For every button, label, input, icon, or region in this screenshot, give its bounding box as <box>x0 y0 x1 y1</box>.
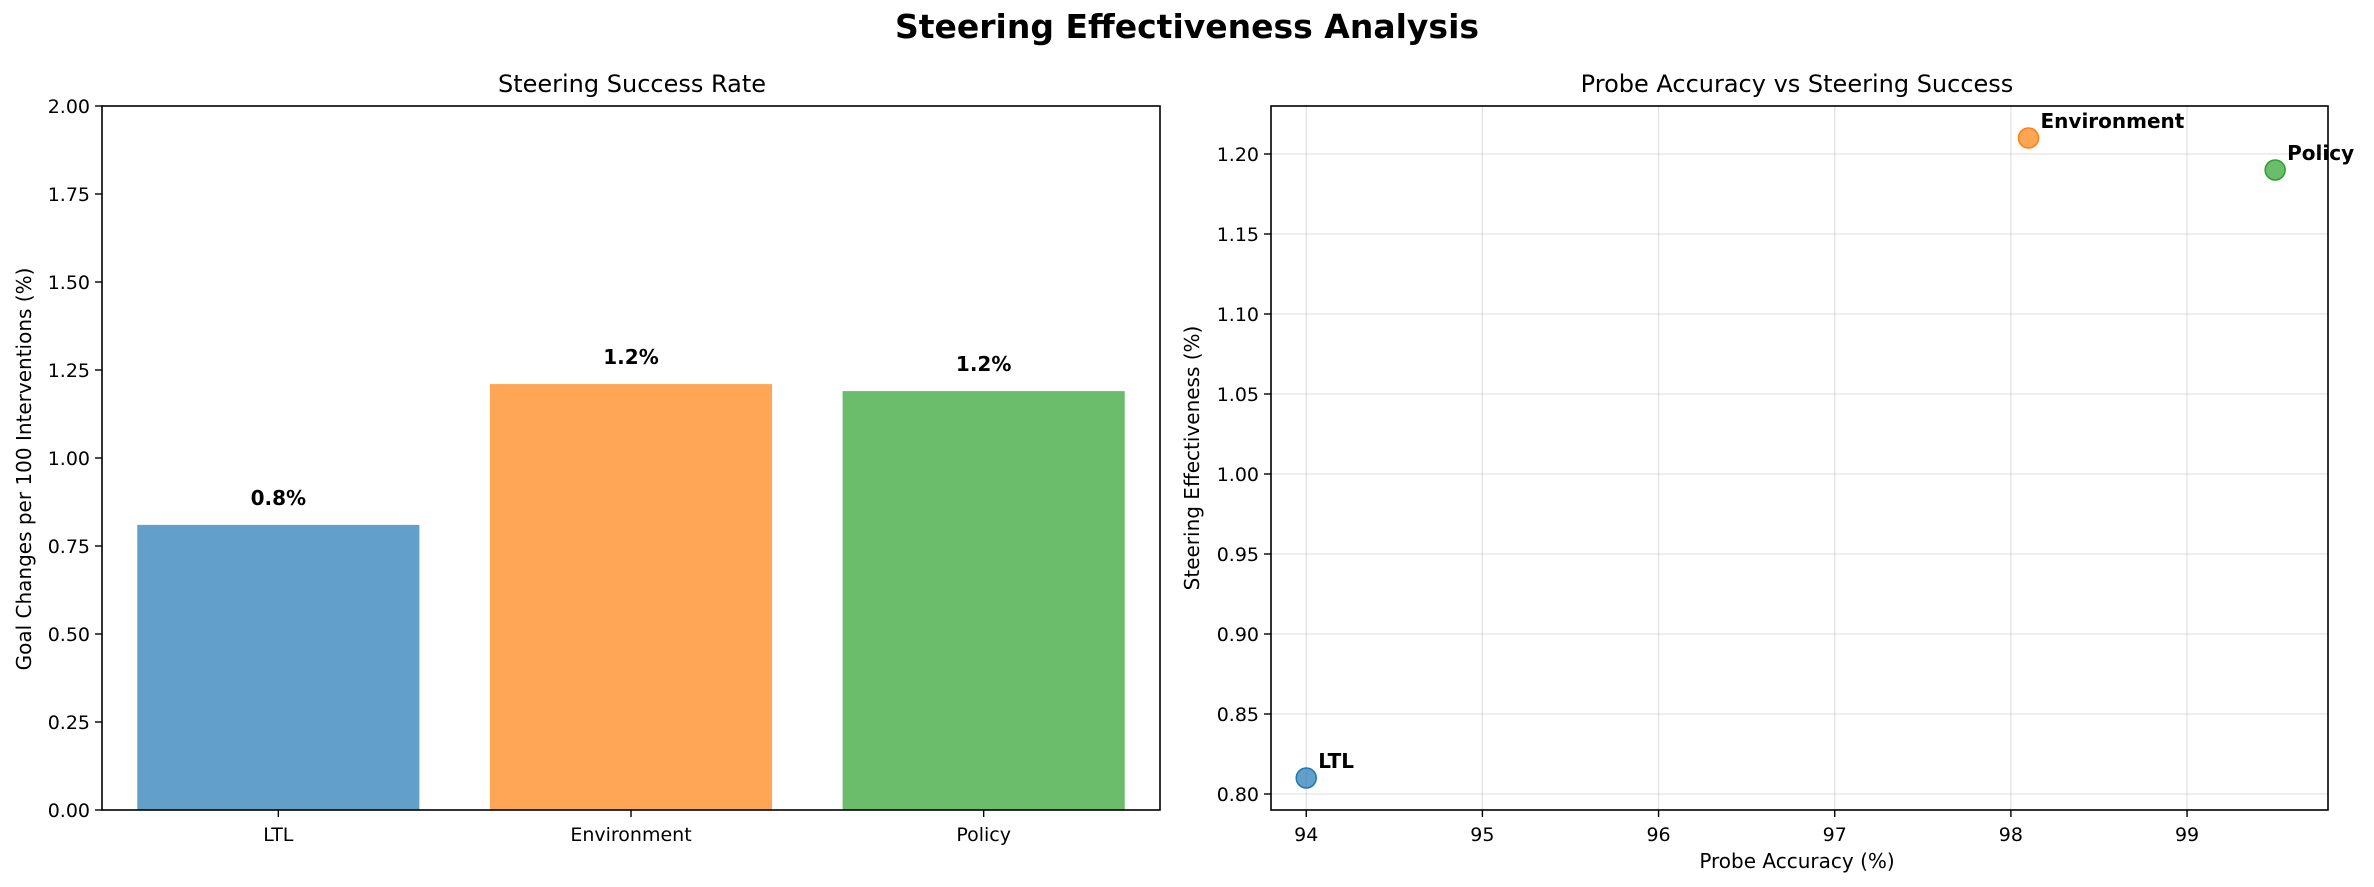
scatter-chart-xlabel: Probe Accuracy (%) <box>1699 849 1894 873</box>
scatter-ytick-label: 1.15 <box>1217 224 1259 246</box>
scatter-xtick-label: 97 <box>1823 824 1847 846</box>
scatter-ytick-label: 0.95 <box>1217 544 1259 566</box>
bar-chart: Steering Success Rate Goal Changes per 1… <box>12 70 1161 846</box>
figure-suptitle: Steering Effectiveness Analysis <box>895 7 1479 46</box>
scatter-xtick-label: 99 <box>2175 824 2199 846</box>
scatter-point-label: Policy <box>2287 141 2354 165</box>
scatter-point-label: Environment <box>2041 109 2185 133</box>
scatter-ytick-label: 0.80 <box>1217 784 1259 806</box>
scatter-chart-ylabel: Steering Effectiveness (%) <box>1180 326 1204 591</box>
scatter-xtick-label: 95 <box>1470 824 1494 846</box>
scatter-point-label: LTL <box>1318 749 1354 773</box>
bar-ytick-label: 1.50 <box>48 272 90 294</box>
scatter-ytick-label: 1.00 <box>1217 464 1259 486</box>
scatter-point <box>2017 127 2040 149</box>
bar <box>489 384 773 810</box>
scatter-chart-title: Probe Accuracy vs Steering Success <box>1581 70 2014 98</box>
scatter-ytick-label: 1.20 <box>1217 144 1259 166</box>
scatter-point <box>2264 159 2286 181</box>
bar-chart-frame <box>101 105 1161 811</box>
bar-ytick-label: 0.50 <box>48 624 90 646</box>
scatter-xtick-label: 94 <box>1294 824 1318 846</box>
scatter-chart-frame <box>1270 105 2329 811</box>
bar-value-label: 0.8% <box>251 486 306 510</box>
scatter-chart: Probe Accuracy vs Steering Success Probe… <box>1180 70 2354 873</box>
scatter-xtick-label: 96 <box>1646 824 1670 846</box>
bar-chart-ylabel: Goal Changes per 100 Interventions (%) <box>12 268 36 671</box>
bar-xtick-label: Environment <box>570 824 691 846</box>
bar-xtick-label: LTL <box>263 824 294 846</box>
scatter-point <box>1295 767 1317 789</box>
bar-ytick-label: 1.75 <box>48 184 90 206</box>
scatter-xtick-label: 98 <box>1999 824 2023 846</box>
bar-ytick-label: 1.00 <box>48 448 90 470</box>
bar-value-label: 1.2% <box>603 345 658 369</box>
bar-xtick-label: Policy <box>956 824 1011 846</box>
bar-ytick-label: 0.25 <box>48 712 90 734</box>
bar-ytick-label: 2.00 <box>48 96 90 118</box>
bar-ytick-label: 0.00 <box>48 800 90 822</box>
bar-chart-title: Steering Success Rate <box>498 70 766 98</box>
scatter-ytick-label: 0.90 <box>1217 624 1259 646</box>
bar <box>842 391 1125 810</box>
bar-ytick-label: 1.25 <box>48 360 90 382</box>
bar-value-label: 1.2% <box>956 352 1011 376</box>
scatter-ytick-label: 0.85 <box>1217 704 1259 726</box>
scatter-ytick-label: 1.10 <box>1217 304 1259 326</box>
bar <box>137 524 420 810</box>
bar-ytick-label: 0.75 <box>48 536 90 558</box>
scatter-ytick-label: 1.05 <box>1217 384 1259 406</box>
